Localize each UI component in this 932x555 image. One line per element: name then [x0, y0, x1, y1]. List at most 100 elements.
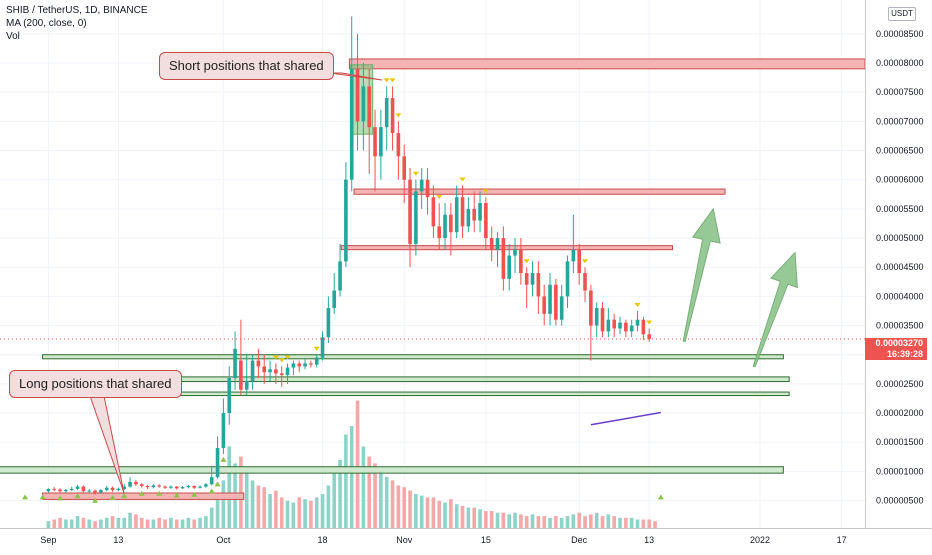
candle-body: [87, 490, 92, 492]
candle-body: [180, 487, 185, 489]
volume-bar: [559, 517, 564, 528]
buy-signal-marker: [156, 490, 163, 496]
candle-body: [221, 413, 226, 449]
volume-bar: [192, 519, 197, 528]
y-tick-label: 0.00002500: [876, 379, 924, 389]
volume-bar: [495, 512, 500, 528]
currency-button[interactable]: USDT: [888, 7, 916, 21]
candle-body: [145, 485, 150, 488]
volume-bar: [390, 480, 395, 528]
candle-body: [355, 68, 360, 122]
candle-body: [198, 486, 202, 488]
buy-signal-marker: [92, 497, 99, 503]
volume-bar: [58, 517, 62, 528]
volume-bar: [624, 517, 628, 528]
volume-bar: [530, 514, 535, 528]
y-tick-label: 0.00001500: [876, 437, 924, 447]
volume-bar: [396, 485, 401, 528]
candle-body: [58, 489, 62, 492]
volume-bar: [355, 400, 360, 528]
volume-indicator-label[interactable]: Vol: [6, 31, 20, 42]
volume-bar: [285, 500, 290, 528]
x-tick-label: Nov: [396, 535, 413, 545]
candle-body: [320, 337, 325, 358]
support-zone[interactable]: [42, 354, 784, 360]
sell-signal-marker: [395, 113, 402, 118]
buy-signal-marker: [214, 481, 221, 487]
candle-body: [151, 485, 156, 488]
volume-bar: [361, 446, 366, 528]
candle-body: [618, 322, 622, 329]
candle-body: [373, 127, 377, 157]
candle-body: [629, 325, 634, 332]
candle-body: [565, 261, 570, 297]
volume-bar: [81, 517, 86, 528]
candle-body: [454, 197, 459, 233]
volume-bar: [501, 512, 506, 528]
candle-body: [484, 203, 488, 239]
volume-bar: [116, 517, 121, 528]
x-tick-label: 13: [644, 535, 654, 545]
x-tick-label: Oct: [216, 535, 231, 545]
volume-bar: [431, 497, 436, 528]
volume-bar: [571, 514, 576, 528]
volume-bar: [332, 473, 337, 528]
volume-bar: [163, 519, 167, 528]
volume-bar: [635, 519, 640, 528]
volume-bar: [437, 500, 442, 528]
sell-signal-marker: [646, 320, 653, 325]
candle-body: [425, 179, 430, 198]
volume-bar: [227, 446, 232, 528]
candle-body: [419, 179, 424, 192]
projection-arrow[interactable]: [682, 207, 721, 343]
candle-body: [110, 487, 115, 491]
candle-body: [46, 488, 51, 492]
candle-body: [52, 488, 57, 490]
candle-body: [250, 360, 255, 381]
last-price-label: 0.00003270 16:39:28: [865, 338, 927, 360]
volume-bar: [349, 426, 354, 528]
support-zone[interactable]: [0, 466, 784, 474]
candle-body: [466, 208, 471, 227]
volume-bar: [128, 512, 132, 528]
sell-signal-marker: [412, 171, 419, 176]
candle-body: [472, 208, 477, 221]
volume-bar: [653, 521, 657, 528]
volume-bar: [326, 485, 331, 528]
volume-bar: [52, 519, 57, 528]
y-tick-label: 0.00003500: [876, 321, 924, 331]
volume-bar: [449, 499, 453, 528]
candle-body: [600, 308, 605, 332]
projection-arrow[interactable]: [752, 251, 798, 368]
candle-body: [408, 179, 412, 244]
candle-body: [449, 214, 453, 233]
ma-indicator-label[interactable]: MA (200, close, 0): [6, 18, 87, 29]
sell-signal-marker: [482, 189, 489, 194]
volume-bar: [443, 502, 447, 528]
resistance-zone[interactable]: [353, 188, 726, 195]
volume-bar: [373, 463, 377, 528]
volume-bar: [408, 490, 412, 528]
volume-bar: [338, 460, 342, 528]
resistance-zone[interactable]: [340, 245, 674, 251]
volume-bar: [157, 517, 162, 528]
candle-body: [279, 373, 284, 376]
candle-body: [594, 308, 599, 326]
candle-body: [169, 486, 173, 488]
y-tick-label: 0.00002000: [876, 408, 924, 418]
sell-signal-marker: [634, 302, 641, 307]
candle-body: [489, 238, 494, 250]
volume-bar: [314, 497, 319, 528]
sell-signal-marker: [284, 355, 291, 360]
buy-signal-marker: [39, 494, 46, 500]
volume-bar: [367, 456, 372, 528]
volume-bar: [268, 494, 272, 528]
y-tick-label: 0.00004500: [876, 262, 924, 272]
volume-bar: [419, 495, 424, 528]
volume-bar: [204, 516, 208, 528]
resistance-zone[interactable]: [348, 58, 866, 70]
short-callout-pointer: [329, 72, 383, 81]
sell-signal-marker: [436, 195, 443, 200]
candle-body: [81, 486, 86, 492]
